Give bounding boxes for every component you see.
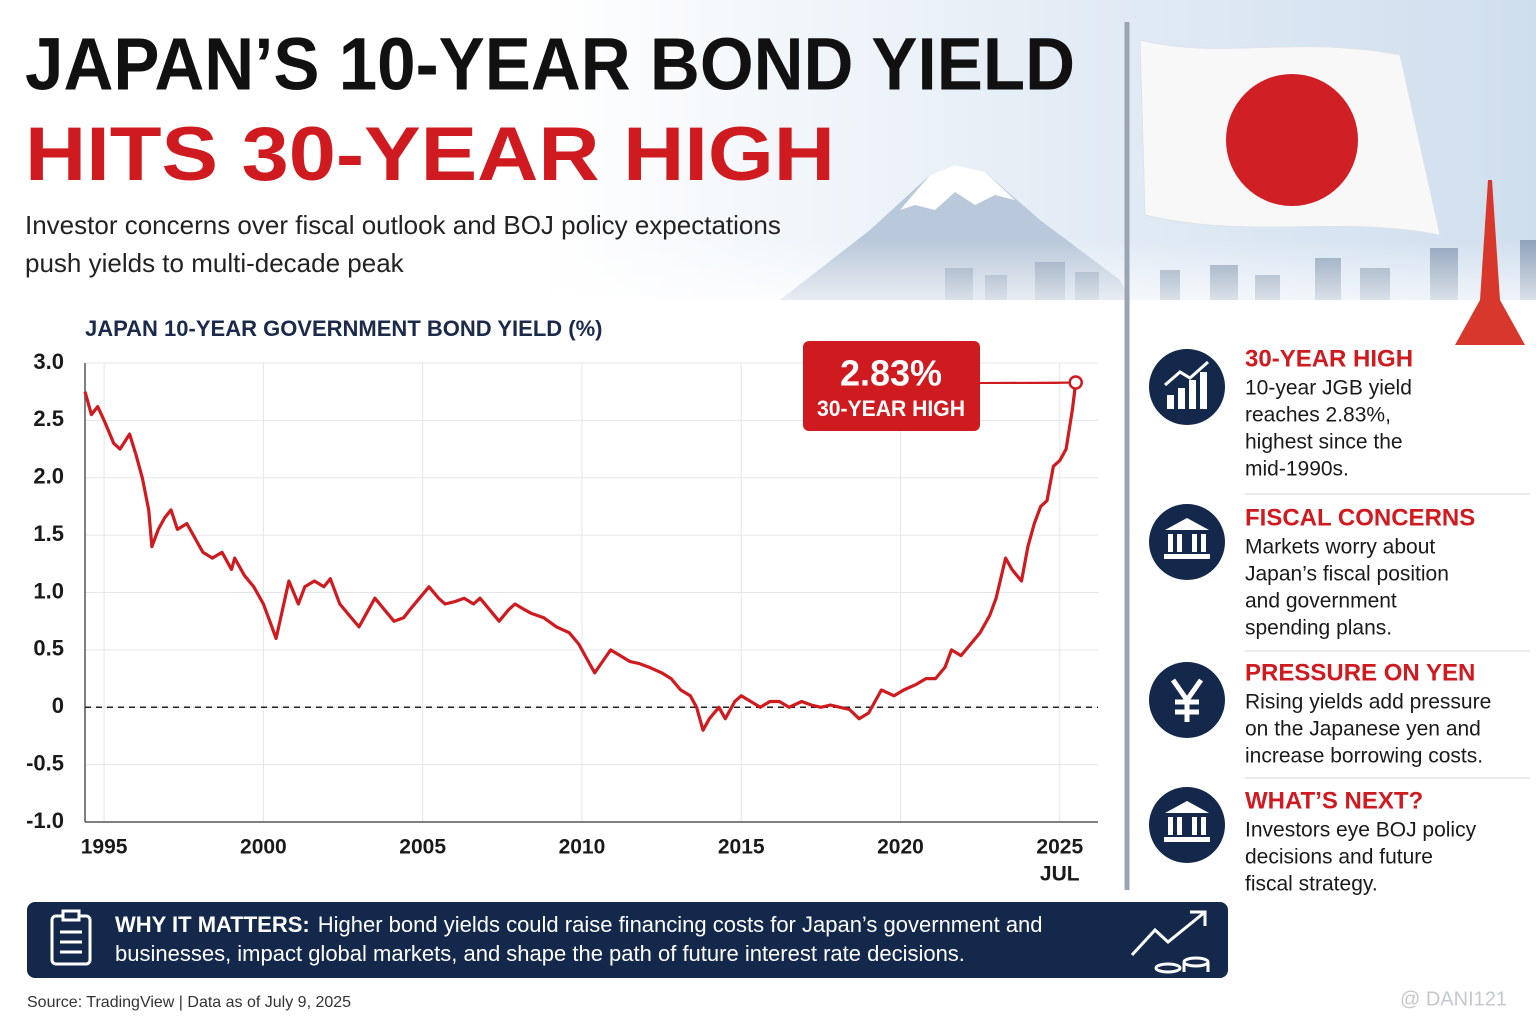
- x-tick-label: 2000: [240, 836, 287, 859]
- sidebar-title: WHAT’S NEXT?: [1245, 787, 1423, 814]
- y-tick-label: 1.0: [33, 578, 64, 603]
- flag-sun: [1226, 74, 1358, 206]
- yield-line: [83, 382, 1078, 732]
- sidebar-text: Rising yields add pressure: [1245, 691, 1491, 714]
- title-line-1: JAPAN’S 10-YEAR BOND YIELD: [25, 23, 1075, 106]
- y-tick-label: 0: [52, 693, 64, 718]
- title-line-2: HITS 30-YEAR HIGH: [25, 112, 835, 197]
- sidebar-text: highest since the: [1245, 431, 1403, 454]
- watermark: @ DANI121: [1400, 988, 1507, 1010]
- icon-growth: [1149, 349, 1225, 425]
- x-tick-label: 2010: [559, 836, 606, 859]
- footer-text: Higher bond yields could raise financing…: [318, 912, 1043, 937]
- sidebar-title: FISCAL CONCERNS: [1245, 504, 1475, 531]
- sidebar-text: 10-year JGB yield: [1245, 377, 1412, 400]
- end-point: [1068, 375, 1083, 390]
- sidebar-text: and government: [1245, 590, 1397, 613]
- sidebar-text: decisions and future: [1245, 846, 1433, 869]
- sidebar-title: PRESSURE ON YEN: [1245, 659, 1475, 686]
- mountain-snow: [900, 165, 1015, 210]
- sidebar-text: increase borrowing costs.: [1245, 745, 1483, 768]
- sidebar: 30-YEAR HIGH 10-year JGB yield reaches 2.8…: [1149, 345, 1530, 896]
- y-tick-label: -1.0: [26, 808, 64, 833]
- clipboard-icon: [50, 909, 92, 966]
- subtitle: Investor concerns over fiscal outlook an…: [25, 210, 781, 240]
- y-tick-label: 2.0: [33, 464, 64, 489]
- sidebar-text: fiscal strategy.: [1245, 873, 1378, 896]
- callout-box: [803, 341, 980, 431]
- footer-box: [27, 902, 1228, 978]
- y-tick-label: -0.5: [26, 750, 64, 775]
- sidebar-text: spending plans.: [1245, 617, 1392, 640]
- chart: -1.0 -0.5 0 0.5 1.0 1.5 2.0 2.5 3.0 1995 2000 2005 2…: [26, 341, 1098, 886]
- sidebar-text: Investors eye BOJ policy: [1245, 819, 1477, 842]
- growth-icon: [1130, 910, 1210, 974]
- y-tick-label: 2.5: [33, 406, 64, 431]
- icon-yen: [1149, 662, 1225, 738]
- icon-bank: [1149, 504, 1225, 580]
- sidebar-text: on the Japanese yen and: [1245, 718, 1481, 741]
- x-tick-label: 1995: [81, 836, 128, 859]
- sidebar-text: reaches 2.83%,: [1245, 404, 1391, 427]
- x-tick-label: 2015: [718, 836, 765, 859]
- y-tick-label: 3.0: [33, 349, 64, 374]
- callout-text: 30-YEAR HIGH: [817, 396, 965, 421]
- chart-title: JAPAN 10-YEAR GOVERNMENT BOND YIELD (%): [85, 316, 602, 341]
- x-tick-label: 2025: [1036, 836, 1083, 859]
- callout-value: 2.83%: [840, 353, 942, 394]
- sidebar-text: Japan’s fiscal position: [1245, 563, 1449, 586]
- sidebar-title: 30-YEAR HIGH: [1245, 345, 1413, 372]
- y-tick-label: 0.5: [33, 636, 64, 661]
- footer-label: WHY IT MATTERS:: [115, 912, 310, 937]
- sidebar-text: mid-1990s.: [1245, 458, 1349, 481]
- footer-text: businesses, impact global markets, and s…: [115, 941, 965, 966]
- source: Source: TradingView | Data as of July 9,…: [27, 994, 351, 1011]
- header-fade: [0, 240, 1536, 330]
- x-tick-label: 2005: [399, 836, 446, 859]
- tokyo-tower: [1455, 180, 1525, 345]
- footer-line: WHY IT MATTERS: Higher bond yields could …: [115, 912, 1043, 937]
- why-it-matters: WHY IT MATTERS: Higher bond yields could …: [27, 902, 1228, 978]
- sidebar-text: Markets worry about: [1245, 536, 1435, 559]
- icon-bank: [1149, 787, 1225, 863]
- subtitle: push yields to multi-decade peak: [25, 248, 405, 278]
- y-tick-label: 1.5: [33, 521, 64, 546]
- x-tick-label: 2020: [877, 836, 924, 859]
- x-end-label: JUL: [1040, 863, 1080, 886]
